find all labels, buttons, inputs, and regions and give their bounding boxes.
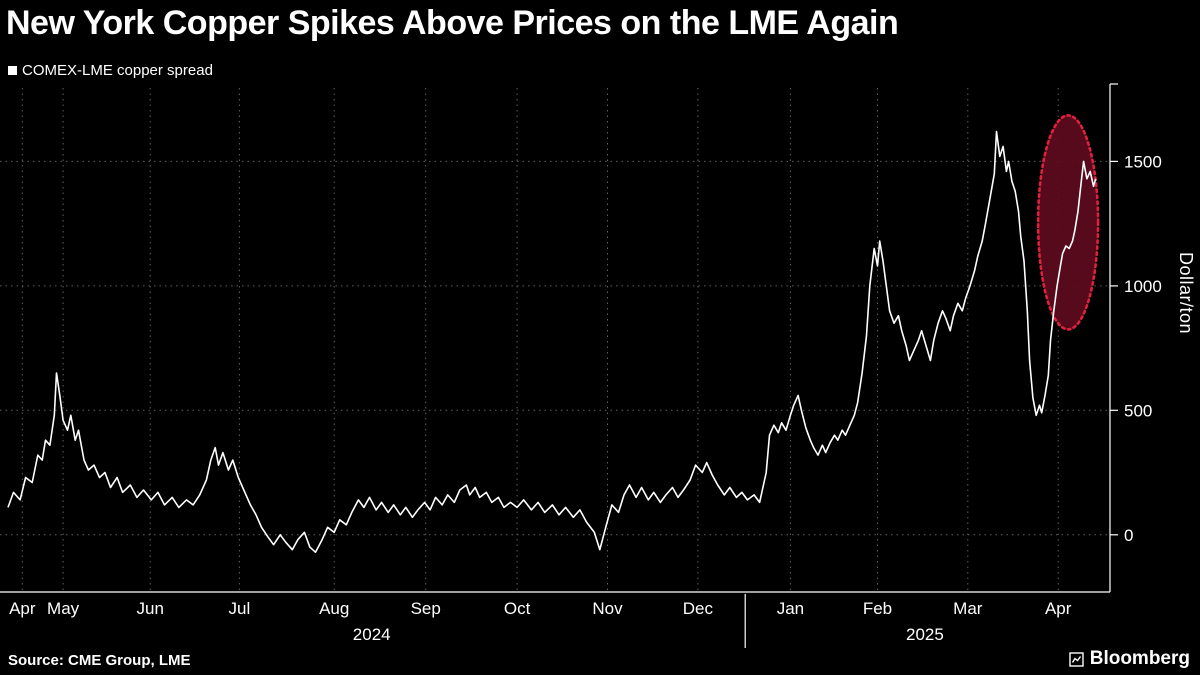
- legend-label: COMEX-LME copper spread: [22, 62, 213, 79]
- x-tick-label: Apr: [1045, 599, 1072, 618]
- x-tick-label: Dec: [683, 599, 714, 618]
- page-title: New York Copper Spikes Above Prices on t…: [6, 4, 899, 42]
- x-tick-label: May: [47, 599, 80, 618]
- x-tick-label: Apr: [9, 599, 36, 618]
- x-tick-label: Feb: [863, 599, 892, 618]
- price-line: [7, 130, 1097, 554]
- legend: COMEX-LME copper spread: [8, 62, 213, 79]
- x-tick-label: Jul: [229, 599, 251, 618]
- legend-swatch-icon: [8, 66, 17, 75]
- y-tick-label: 0: [1124, 526, 1133, 545]
- y-tick-label: 1000: [1124, 277, 1162, 296]
- bloomberg-logo-text: Bloomberg: [1089, 648, 1190, 669]
- source-note: Source: CME Group, LME: [8, 652, 191, 669]
- x-tick-label: Jun: [136, 599, 163, 618]
- x-tick-label: Mar: [953, 599, 983, 618]
- y-tick-label: 500: [1124, 401, 1152, 420]
- x-tick-label: Sep: [411, 599, 441, 618]
- y-axis-title: Dollar/ton: [1176, 252, 1196, 335]
- year-label: 2025: [906, 625, 944, 644]
- y-tick-label: 1500: [1124, 152, 1162, 171]
- year-label: 2024: [353, 625, 391, 644]
- bloomberg-logo: Bloomberg: [1069, 648, 1190, 670]
- x-tick-label: Aug: [319, 599, 349, 618]
- bloomberg-logo-icon: [1069, 651, 1084, 667]
- highlight-ellipse: [1036, 114, 1100, 331]
- x-tick-label: Oct: [504, 599, 531, 618]
- x-tick-label: Nov: [592, 599, 623, 618]
- x-tick-label: Jan: [777, 599, 804, 618]
